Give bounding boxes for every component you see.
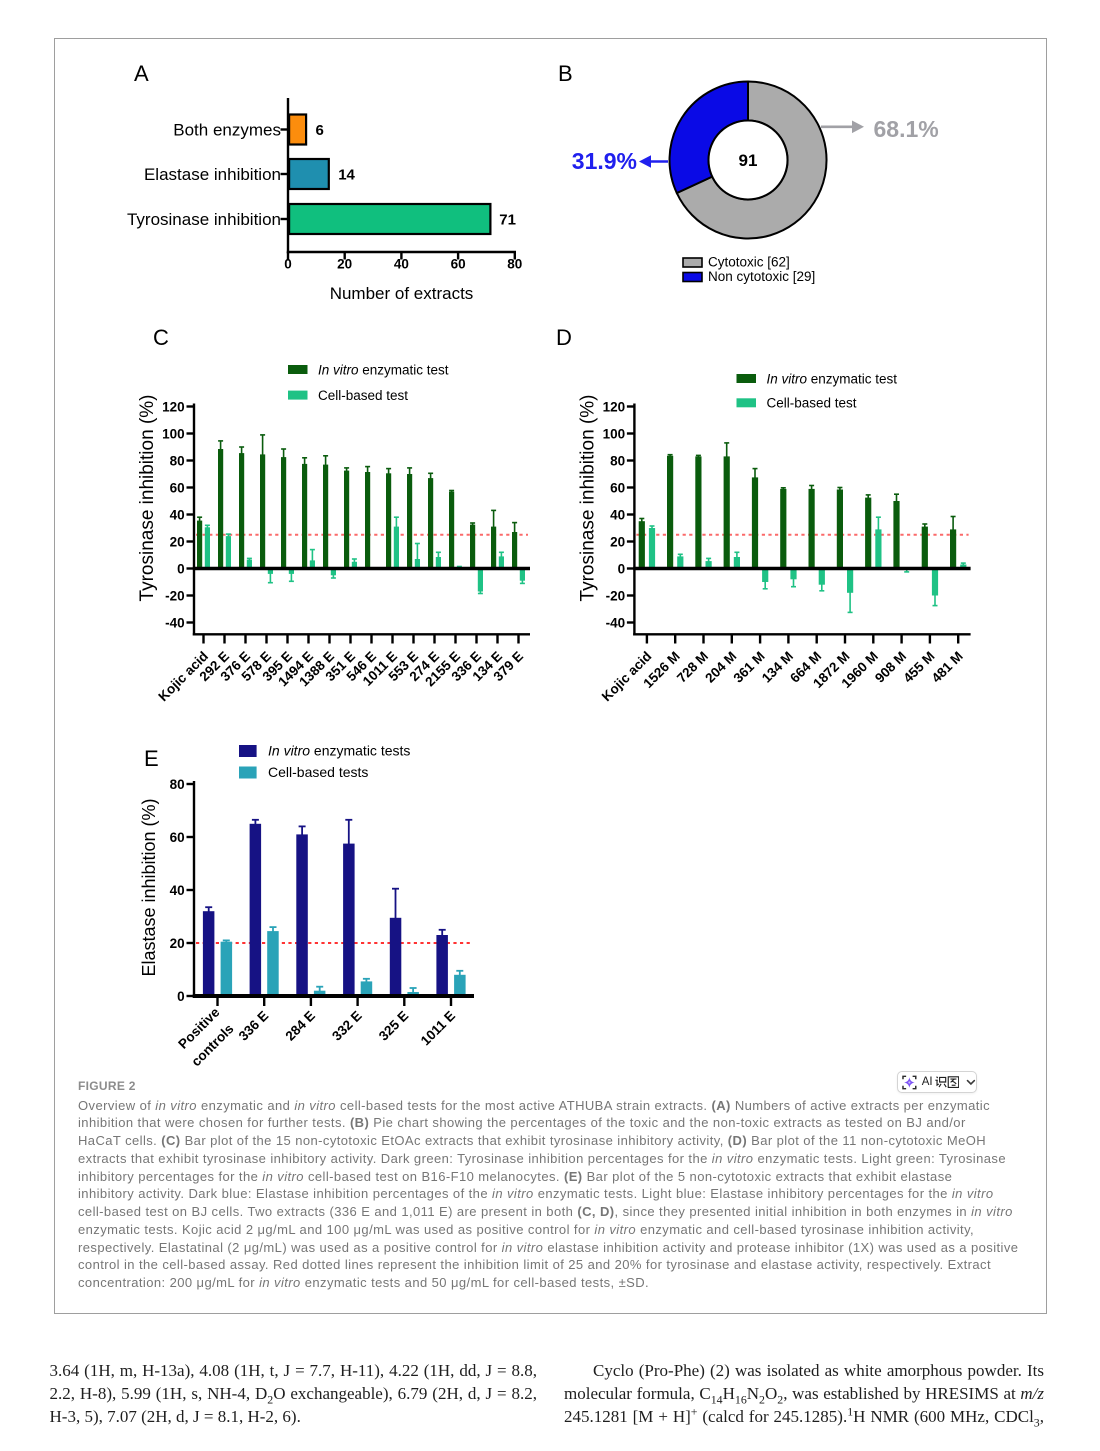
svg-text:D: D	[556, 325, 572, 350]
svg-text:134 M: 134 M	[759, 649, 796, 686]
svg-text:481 M: 481 M	[929, 649, 966, 686]
svg-text:-20: -20	[606, 588, 626, 603]
svg-text:C: C	[153, 325, 169, 350]
svg-text:In vitro enzymatic test: In vitro enzymatic test	[318, 362, 449, 377]
svg-text:Cell-based test: Cell-based test	[767, 396, 857, 411]
svg-text:E: E	[144, 746, 159, 771]
svg-text:284 E: 284 E	[282, 1008, 318, 1044]
svg-text:In vitro enzymatic tests: In vitro enzymatic tests	[268, 743, 410, 759]
svg-text:Elastase inhibition: Elastase inhibition	[144, 165, 281, 184]
svg-text:80: 80	[170, 453, 185, 468]
svg-text:In vitro enzymatic test: In vitro enzymatic test	[767, 371, 898, 386]
svg-text:1011 E: 1011 E	[418, 1008, 458, 1048]
svg-text:20: 20	[610, 534, 625, 549]
svg-text:Elastase inhibition (%): Elastase inhibition (%)	[139, 798, 159, 976]
svg-text:40: 40	[170, 507, 185, 522]
svg-text:60: 60	[170, 830, 185, 845]
svg-text:80: 80	[170, 777, 185, 792]
svg-text:40: 40	[610, 507, 625, 522]
svg-text:-40: -40	[606, 615, 626, 630]
svg-text:80: 80	[610, 453, 625, 468]
svg-text:80: 80	[507, 257, 522, 272]
svg-text:Tyrosinase inhibition (%): Tyrosinase inhibition (%)	[577, 395, 598, 602]
svg-text:908 M: 908 M	[872, 649, 909, 686]
svg-text:-40: -40	[165, 615, 185, 630]
svg-text:60: 60	[170, 480, 185, 495]
svg-text:204 M: 204 M	[702, 649, 739, 686]
svg-text:20: 20	[170, 936, 185, 951]
svg-text:20: 20	[337, 257, 352, 272]
svg-text:Cell-based tests: Cell-based tests	[268, 764, 368, 780]
svg-text:60: 60	[451, 257, 466, 272]
svg-text:B: B	[558, 61, 573, 86]
svg-text:-20: -20	[165, 588, 185, 603]
svg-text:A: A	[134, 61, 149, 86]
svg-text:100: 100	[162, 426, 185, 441]
svg-text:Both enzymes: Both enzymes	[173, 121, 281, 140]
svg-text:0: 0	[177, 561, 185, 576]
svg-text:120: 120	[162, 399, 185, 414]
svg-text:Tyrosinase inhibition: Tyrosinase inhibition	[127, 210, 281, 229]
svg-text:332 E: 332 E	[329, 1008, 365, 1044]
svg-text:100: 100	[603, 426, 626, 441]
svg-text:31.9%: 31.9%	[572, 148, 637, 174]
svg-text:40: 40	[170, 883, 185, 898]
svg-text:Non cytotoxic [29]: Non cytotoxic [29]	[708, 269, 815, 284]
svg-text:60: 60	[610, 480, 625, 495]
svg-text:91: 91	[739, 151, 758, 170]
svg-text:Cell-based test: Cell-based test	[318, 388, 408, 403]
svg-text:71: 71	[499, 212, 516, 229]
svg-text:325 E: 325 E	[376, 1008, 412, 1044]
svg-text:120: 120	[603, 399, 626, 414]
svg-text:20: 20	[170, 534, 185, 549]
svg-text:40: 40	[394, 257, 409, 272]
svg-text:14: 14	[338, 167, 355, 184]
svg-text:Cytotoxic [62]: Cytotoxic [62]	[708, 255, 790, 270]
svg-text:455 M: 455 M	[900, 649, 937, 686]
svg-text:Number of extracts: Number of extracts	[330, 284, 474, 303]
svg-text:Tyrosinase inhibition (%): Tyrosinase inhibition (%)	[137, 395, 158, 602]
svg-text:728 M: 728 M	[674, 649, 711, 686]
svg-text:0: 0	[618, 561, 626, 576]
svg-text:361 M: 361 M	[731, 649, 768, 686]
svg-text:68.1%: 68.1%	[874, 116, 939, 142]
svg-text:336 E: 336 E	[236, 1008, 272, 1044]
svg-text:6: 6	[316, 122, 324, 139]
svg-text:0: 0	[284, 257, 292, 272]
svg-text:0: 0	[177, 989, 185, 1004]
